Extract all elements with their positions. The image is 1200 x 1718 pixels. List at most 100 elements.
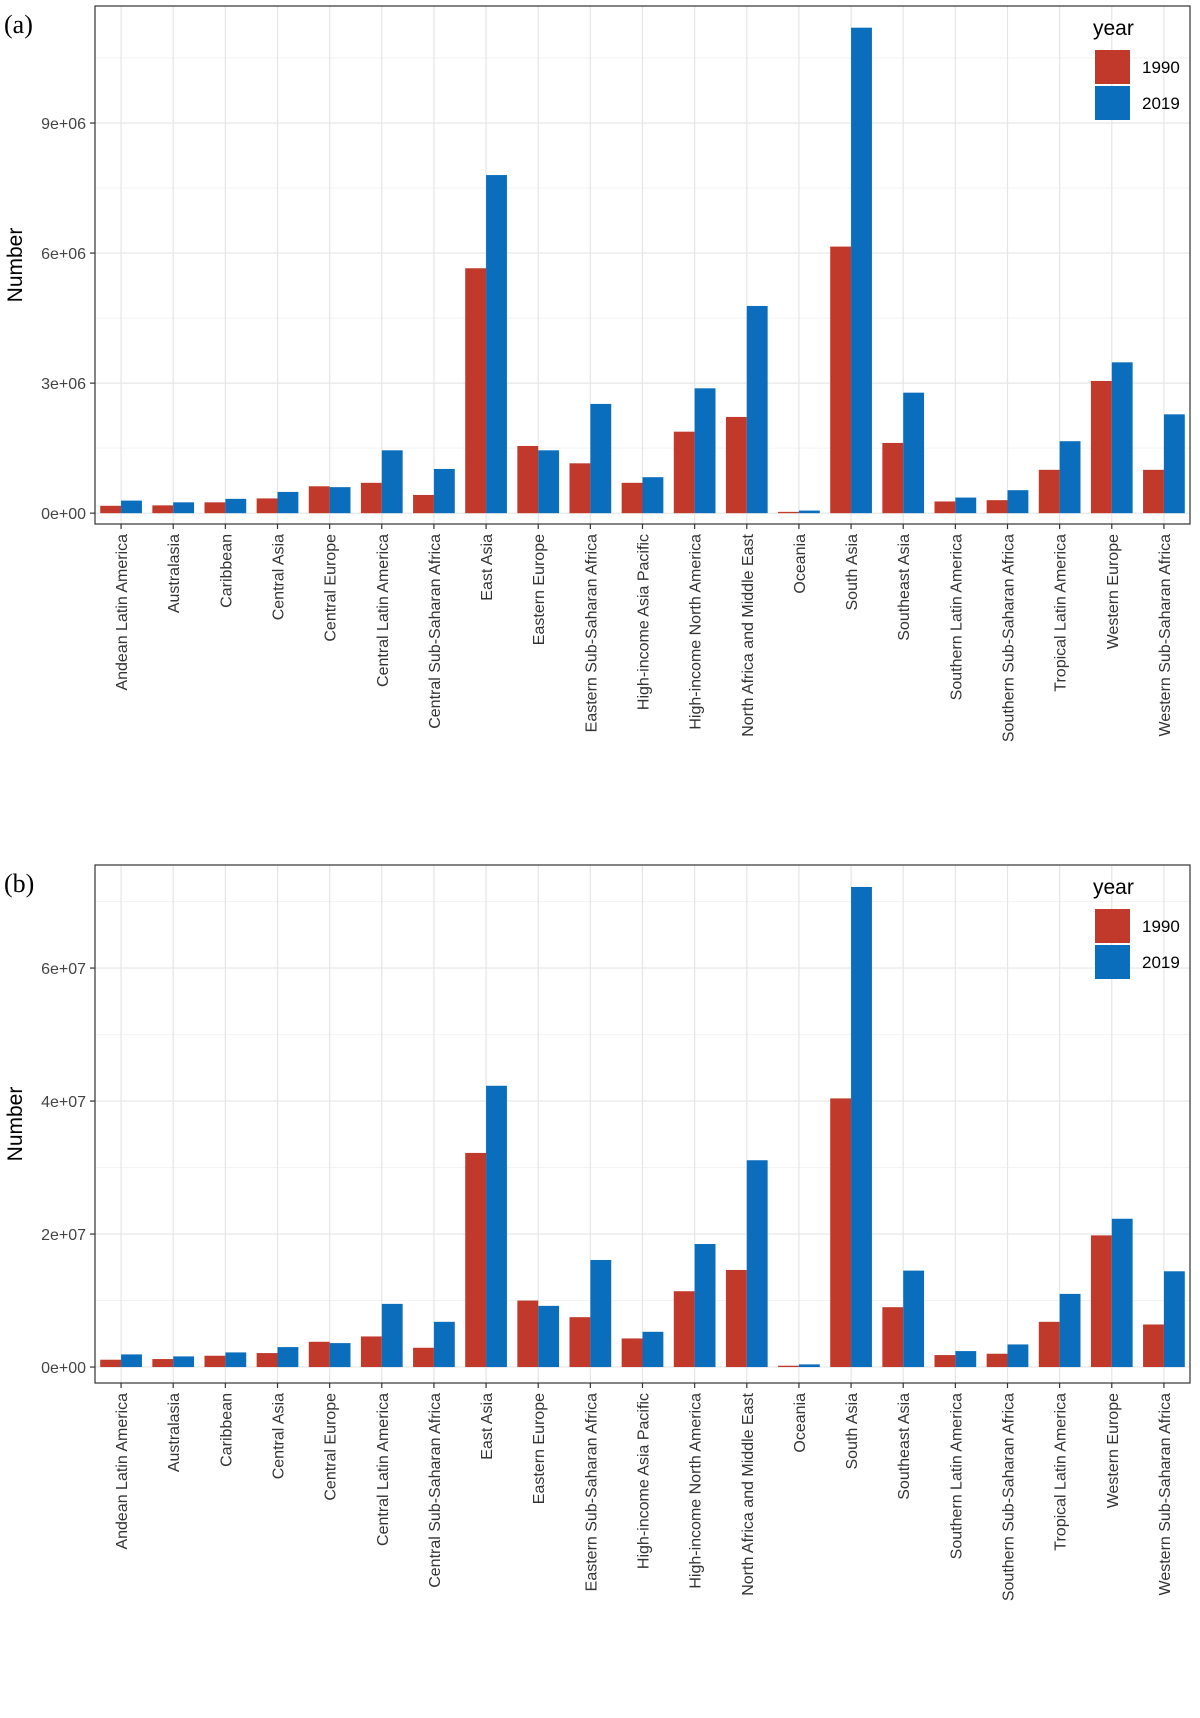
legend-label-1990: 1990 [1142, 917, 1180, 936]
legend-label-2019: 2019 [1142, 953, 1180, 972]
bar-1990-southern-sub-saharan-africa [986, 500, 1008, 514]
x-category-label: Central Europe [323, 534, 340, 642]
x-category-label: High-income Asia Pacific [636, 534, 653, 710]
bar-2019-western-europe [1111, 362, 1133, 514]
x-category-label: North Africa and Middle East [740, 533, 757, 736]
x-category-label: East Asia [479, 534, 496, 601]
panel-a: (a) 0e+00 3e+06 6e+06 9e+06 Andean Latin Amer… [4, 5, 1191, 742]
y-tick-label: 6e+07 [41, 961, 86, 978]
y-tick-label: 3e+06 [41, 376, 86, 393]
legend-title: year [1093, 876, 1134, 899]
x-category-label: Caribbean [218, 1393, 235, 1467]
bar-2019-southeast-asia [903, 392, 925, 514]
bar-2019-eastern-europe [538, 450, 560, 514]
x-category-label: Southern Latin America [948, 534, 965, 700]
bar-1990-central-asia [256, 498, 278, 514]
bar-1990-high-income-north-america [673, 431, 695, 514]
x-category-label: Australasia [166, 1393, 183, 1472]
bar-1990-western-europe [1090, 1235, 1112, 1368]
bar-1990-western-sub-saharan-africa [1143, 1324, 1164, 1368]
bar-1990-tropical-latin-america [1038, 469, 1060, 514]
bar-2019-central-asia [277, 1347, 299, 1368]
bar-1990-central-asia [256, 1353, 278, 1368]
bar-2019-eastern-europe [538, 1305, 560, 1368]
bar-1990-andean-latin-america [100, 505, 122, 514]
bar-1990-high-income-north-america [673, 1291, 695, 1368]
x-category-label: High-income North America [688, 1393, 705, 1589]
bar-2019-australasia [173, 502, 195, 514]
bar-2019-eastern-sub-saharan-africa [590, 403, 612, 514]
bar-1990-central-europe [308, 486, 330, 514]
bar-1990-oceania [778, 1365, 799, 1368]
x-category-label: Eastern Europe [531, 1393, 548, 1504]
bar-2019-southeast-asia [903, 1270, 925, 1368]
bar-2019-tropical-latin-america [1059, 441, 1081, 514]
bar-2019-central-europe [329, 487, 351, 514]
x-category-label: Central Latin America [375, 534, 392, 687]
x-category-label: Western Europe [1105, 534, 1122, 649]
x-category-label: Oceania [792, 534, 809, 594]
y-tick-label: 0e+00 [41, 506, 86, 523]
bar-1990-eastern-sub-saharan-africa [569, 463, 591, 514]
bar-1990-south-asia [830, 1098, 852, 1368]
panel-a-chart: (a) 0e+00 3e+06 6e+06 9e+06 Andean Latin Amer… [4, 5, 1191, 742]
x-category-label: High-income Asia Pacific [636, 1393, 653, 1569]
x-category-label: Central Europe [323, 1393, 340, 1501]
bar-2019-east-asia [486, 1085, 507, 1368]
bar-1990-tropical-latin-america [1038, 1321, 1060, 1368]
y-axis-title: Number [4, 1087, 27, 1162]
x-category-label: Southeast Asia [896, 534, 913, 641]
x-category-label: Caribbean [218, 534, 235, 608]
legend-swatch-2019 [1095, 86, 1130, 120]
x-category-label: High-income North America [688, 534, 705, 730]
bar-2019-western-sub-saharan-africa [1163, 414, 1185, 514]
x-category-label: Western Europe [1105, 1393, 1122, 1508]
bar-1990-central-sub-saharan-africa [413, 1347, 434, 1368]
bar-2019-oceania [798, 510, 820, 514]
y-tick-label: 2e+07 [41, 1227, 86, 1244]
x-category-label: Andean Latin America [114, 1393, 131, 1550]
bar-2019-north-africa-and-middle-east [746, 1160, 768, 1368]
bar-2019-andean-latin-america [121, 500, 142, 514]
bar-1990-central-latin-america [360, 482, 382, 514]
bar-1990-central-europe [308, 1341, 330, 1368]
x-category-label: Tropical Latin America [1053, 534, 1070, 692]
bar-1990-southern-sub-saharan-africa [986, 1353, 1008, 1368]
bar-2019-central-europe [329, 1343, 351, 1368]
bar-1990-north-africa-and-middle-east [725, 1269, 747, 1368]
panel-label: (b) [4, 869, 34, 898]
y-tick-label: 9e+06 [41, 116, 86, 133]
bar-2019-high-income-asia-pacific [642, 1331, 664, 1368]
bar-2019-australasia [173, 1356, 195, 1368]
bar-2019-southern-sub-saharan-africa [1007, 1344, 1029, 1368]
bar-1990-caribbean [204, 1355, 226, 1368]
y-tick-label: 4e+07 [41, 1094, 86, 1111]
x-category-label: Eastern Europe [531, 534, 548, 645]
x-category-label: Western Sub-Saharan Africa [1157, 1393, 1174, 1596]
bar-1990-high-income-asia-pacific [621, 1338, 643, 1368]
bar-1990-western-sub-saharan-africa [1143, 469, 1164, 514]
bar-2019-tropical-latin-america [1059, 1293, 1081, 1368]
bar-1990-high-income-asia-pacific [621, 482, 643, 514]
legend-swatch-2019 [1095, 945, 1130, 979]
bar-2019-central-latin-america [381, 450, 403, 514]
panel-label: (a) [4, 10, 33, 39]
x-category-label: Australasia [166, 534, 183, 613]
x-category-label: Central Sub-Saharan Africa [427, 534, 444, 729]
y-tick-label: 0e+00 [41, 1360, 86, 1377]
bar-1990-north-africa-and-middle-east [725, 416, 747, 514]
x-category-label: Central Sub-Saharan Africa [427, 1393, 444, 1588]
bar-1990-australasia [152, 505, 174, 514]
bar-1990-eastern-europe [517, 1300, 539, 1368]
bar-1990-southeast-asia [882, 442, 904, 514]
bar-1990-south-asia [830, 246, 852, 514]
bar-2019-eastern-sub-saharan-africa [590, 1259, 612, 1368]
bar-2019-andean-latin-america [121, 1354, 142, 1368]
bar-2019-southern-latin-america [955, 497, 977, 514]
x-category-label: Southern Latin America [948, 1393, 965, 1559]
x-category-label: Tropical Latin America [1053, 1393, 1070, 1551]
x-category-label: Oceania [792, 1393, 809, 1453]
x-category-label: Southern Sub-Saharan Africa [1001, 534, 1018, 742]
x-category-label: Eastern Sub-Saharan Africa [583, 1393, 600, 1591]
legend-label-1990: 1990 [1142, 58, 1180, 77]
